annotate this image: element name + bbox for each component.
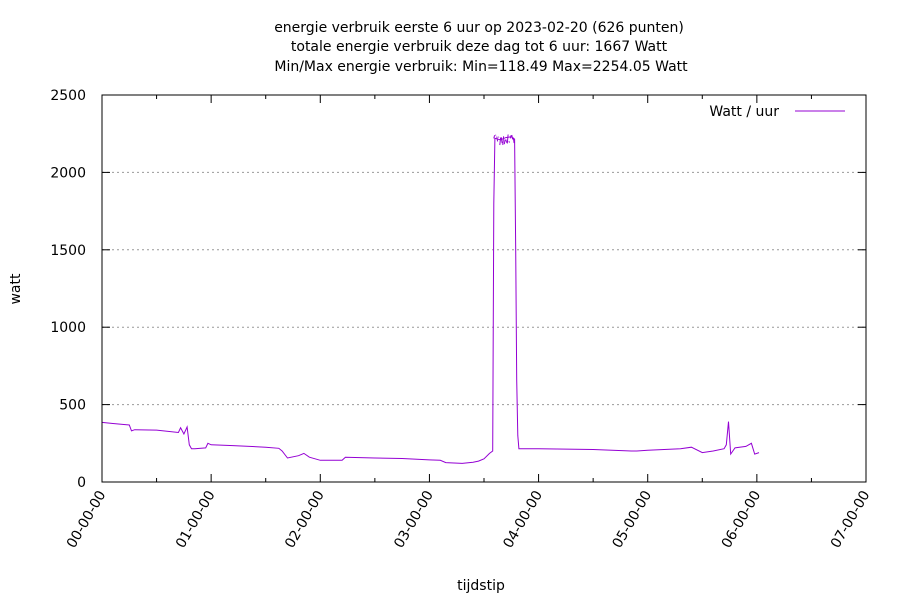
x-tick-label: 03-00-00 xyxy=(391,488,437,551)
y-tick-label: 1500 xyxy=(50,243,86,259)
x-tick-label: 04-00-00 xyxy=(500,488,546,551)
legend: Watt / uur xyxy=(709,104,845,120)
y-gridlines xyxy=(102,172,866,404)
title-line-1: energie verbruik eerste 6 uur op 2023-02… xyxy=(274,20,684,36)
y-tick-label: 2500 xyxy=(50,88,86,104)
title-line-3: Min/Max energie verbruik: Min=118.49 Max… xyxy=(274,59,688,75)
x-tick-label: 06-00-00 xyxy=(719,488,765,551)
y-tick-label: 0 xyxy=(77,475,86,491)
y-axis-ticks: 0 500 1000 1500 2000 2500 xyxy=(50,88,866,491)
x-tick-label: 02-00-00 xyxy=(282,488,328,551)
x-tick-label: 00-00-00 xyxy=(64,488,110,551)
series-line-layer xyxy=(102,135,759,464)
y-tick-label: 1000 xyxy=(50,320,86,336)
series-plateau-noise xyxy=(494,135,514,146)
chart-title: energie verbruik eerste 6 uur op 2023-02… xyxy=(274,20,688,75)
y-tick-label: 500 xyxy=(59,398,86,414)
legend-label: Watt / uur xyxy=(709,104,779,120)
x-tick-label: 01-00-00 xyxy=(173,488,219,551)
y-axis-label: watt xyxy=(8,273,24,305)
x-axis-label: tijdstip xyxy=(457,578,505,594)
x-tick-label: 05-00-00 xyxy=(610,488,656,551)
x-axis-ticks: 00-00-00 01-00-00 02-00-00 03-00-00 04-00-00… xyxy=(64,95,874,551)
title-line-2: totale energie verbruik deze dag tot 6 u… xyxy=(291,39,668,55)
y-tick-label: 2000 xyxy=(50,165,86,181)
plot-frame xyxy=(102,95,866,482)
x-tick-label: 07-00-00 xyxy=(828,488,874,551)
series-line-watt-per-uur xyxy=(102,137,759,464)
